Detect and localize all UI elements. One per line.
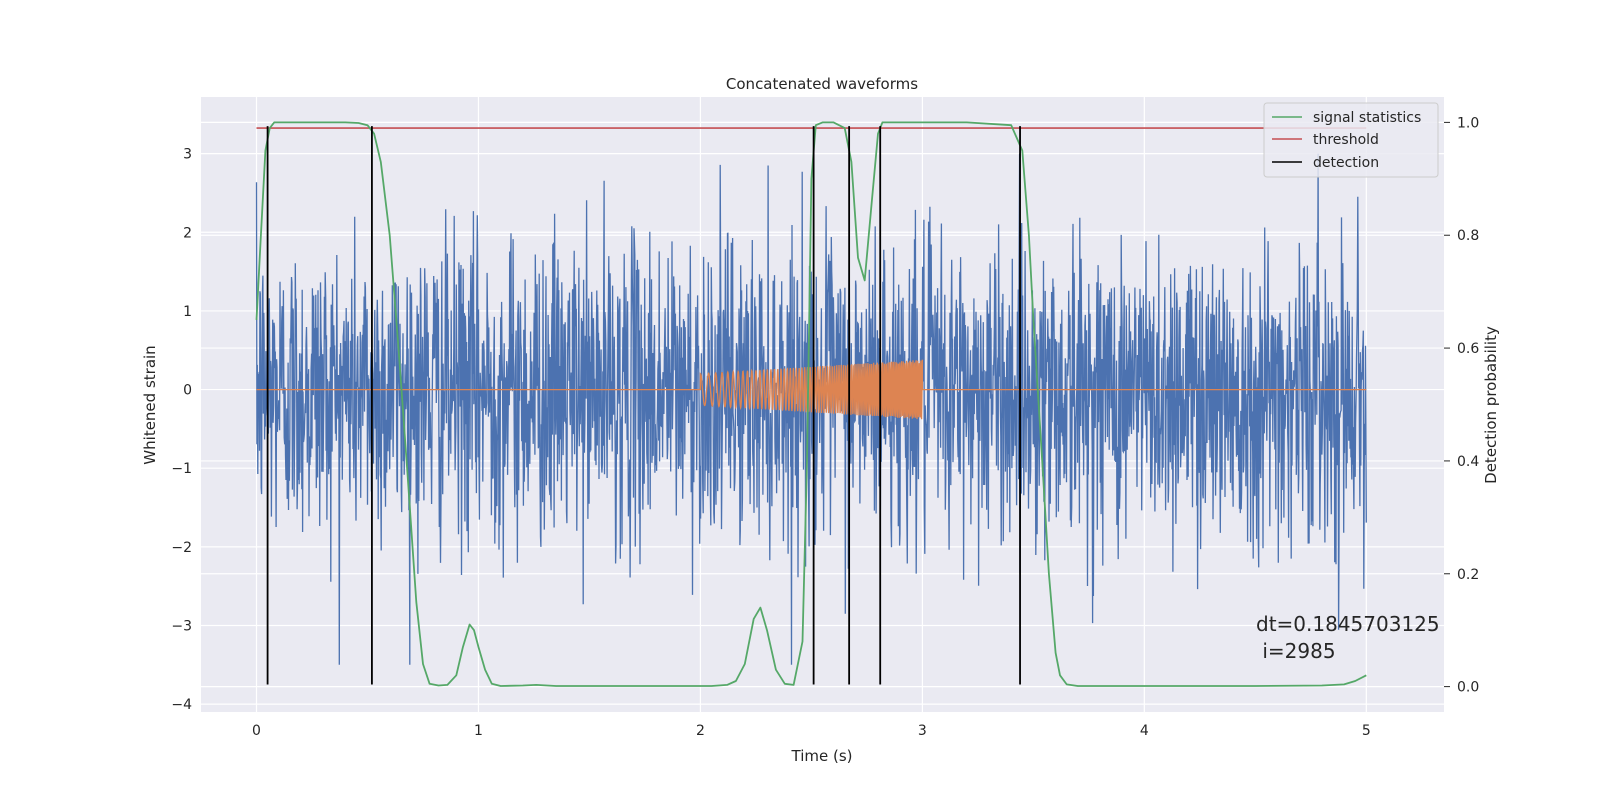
x-tick-label: 0 <box>252 723 261 739</box>
y2-tick-label: 0.0 <box>1457 680 1479 696</box>
y-tick-label: −4 <box>171 697 192 713</box>
legend-box <box>1263 102 1439 178</box>
y-tick-label: 1 <box>183 304 192 320</box>
y-tick-label: 0 <box>183 383 192 399</box>
legend-label-threshold: threshold <box>1313 132 1379 148</box>
series-layer <box>255 121 1367 687</box>
y-axis-ticks: −4 −3 −2 −1 0 1 2 3 <box>171 147 192 714</box>
chart-title: Concatenated waveforms <box>726 75 918 93</box>
y-tick-label: −2 <box>171 540 192 556</box>
x-tick-label: 3 <box>918 723 927 739</box>
y2-tick-label: 0.6 <box>1457 341 1479 357</box>
annotation-dt: dt=0.1845703125 <box>1256 612 1440 636</box>
legend: signal statistics threshold detection <box>1263 102 1439 178</box>
y2-tick-label: 1.0 <box>1457 115 1479 131</box>
x-axis-ticks: 0 1 2 3 4 5 <box>252 723 1371 739</box>
y2-tick-label: 0.4 <box>1457 454 1479 470</box>
y2-axis-ticks: 0.0 0.2 0.4 0.6 0.8 1.0 <box>1444 115 1479 696</box>
y-axis-label: Whitened strain <box>141 345 159 464</box>
y-tick-label: 2 <box>183 225 192 241</box>
y-tick-label: −3 <box>171 618 192 634</box>
x-tick-label: 4 <box>1140 723 1149 739</box>
x-axis-label: Time (s) <box>791 747 853 765</box>
x-tick-label: 2 <box>696 723 705 739</box>
series-line-injected-waveform <box>256 359 1367 420</box>
series-line-signal-statistics <box>255 121 1367 687</box>
legend-label-detection: detection <box>1313 155 1379 171</box>
x-tick-label: 5 <box>1362 723 1371 739</box>
annotation-index: i=2985 <box>1256 639 1336 663</box>
y2-tick-label: 0.2 <box>1457 567 1479 583</box>
y-tick-label: 3 <box>183 147 192 163</box>
y-tick-label: −1 <box>171 461 192 477</box>
legend-label-signal-statistics: signal statistics <box>1313 110 1421 126</box>
y2-tick-label: 0.8 <box>1457 228 1479 244</box>
series-line-whitened-noise <box>255 153 1367 665</box>
x-tick-label: 1 <box>474 723 483 739</box>
y2-axis-label: Detection probability <box>1482 326 1500 484</box>
